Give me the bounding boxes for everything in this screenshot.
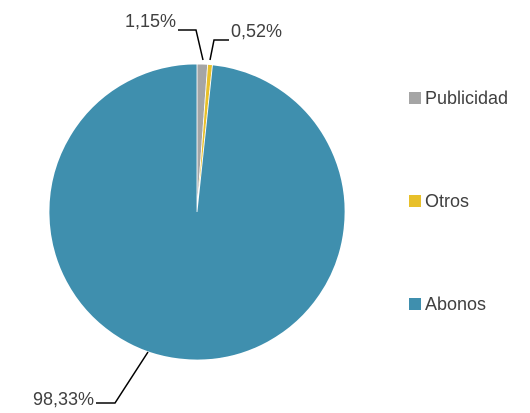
leader-line bbox=[96, 351, 149, 404]
legend-swatch bbox=[409, 195, 421, 207]
data-label: 0,52% bbox=[231, 21, 282, 41]
legend-swatch bbox=[409, 298, 421, 310]
pie-slice bbox=[48, 63, 346, 361]
legend-label: Otros bbox=[425, 191, 469, 211]
leader-line bbox=[178, 29, 204, 61]
leader-line bbox=[209, 39, 229, 61]
legend-label: Publicidad bbox=[425, 88, 508, 108]
legend-label: Abonos bbox=[425, 294, 486, 314]
data-label: 98,33% bbox=[33, 389, 94, 409]
legend-swatch bbox=[409, 92, 421, 104]
data-label: 1,15% bbox=[125, 11, 176, 31]
